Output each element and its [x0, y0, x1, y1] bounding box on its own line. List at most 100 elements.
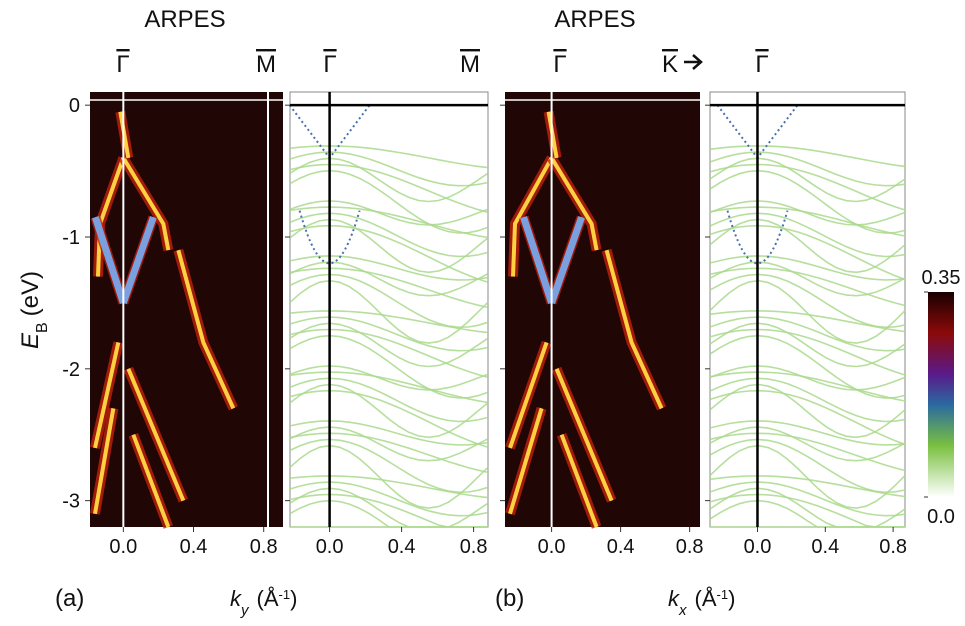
calc-band: [709, 420, 906, 446]
x-label-sub: y: [240, 602, 250, 619]
calc-band: [289, 420, 489, 446]
calc-band: [289, 487, 489, 528]
band-core: [604, 249, 664, 410]
x-tick-label: 0.0: [316, 536, 344, 558]
x-label-sub: x: [678, 602, 687, 619]
calc-band: [709, 224, 906, 281]
x-label-exp: -1: [279, 587, 291, 602]
x-label-unit: (Å: [257, 586, 279, 611]
y-label-unit: (eV): [17, 271, 44, 316]
calc-band: [289, 255, 489, 281]
panel-label: (b): [495, 585, 524, 612]
calc-band: [709, 334, 906, 399]
band-core: [121, 156, 171, 251]
calc-band: [289, 383, 489, 439]
calc-band: [289, 481, 489, 517]
calc-band: [709, 371, 906, 402]
x-tick-label: 0.4: [388, 536, 416, 558]
calc-band: [289, 279, 489, 344]
calc-band: [709, 267, 906, 307]
x-tick-label: 0.0: [744, 536, 772, 558]
calc-band: [289, 438, 489, 494]
calc-band: [709, 328, 906, 376]
calc-band: [709, 206, 906, 237]
colorbar-label: 0.0: [927, 506, 955, 528]
x-tick-label: 0.8: [676, 536, 704, 558]
calc-band: [289, 169, 489, 234]
calc-band: [709, 255, 906, 281]
calc-band: [709, 316, 906, 352]
calc-band: [289, 145, 489, 169]
calc-band: [289, 310, 489, 334]
band-core: [508, 407, 544, 515]
calc-band: [709, 426, 906, 462]
calc-band: [709, 444, 906, 509]
calc-band: [709, 383, 906, 439]
panel-title: ARPES: [554, 6, 635, 33]
symmetry-point: M: [256, 51, 276, 78]
x-label-close: ): [728, 586, 735, 611]
calc-band: [289, 328, 489, 379]
calc-band: [289, 157, 489, 203]
x-label-exp: -1: [717, 587, 729, 602]
calc-band: [289, 371, 489, 404]
calc-band: [709, 310, 906, 333]
calc-band: [709, 145, 906, 168]
band-core: [511, 156, 554, 277]
y-tick-label: -2: [62, 359, 80, 381]
x-label-unit: (Å: [695, 586, 717, 611]
calc-band: [289, 322, 489, 368]
calc-band: [709, 218, 906, 274]
direction-arrow: [684, 54, 703, 70]
x-tick-label: 0.4: [811, 536, 839, 558]
calc-band: [289, 389, 489, 448]
colorbar-label: 0.35: [922, 267, 961, 289]
calc-band: [289, 426, 489, 462]
x-label-symbol: k: [230, 586, 242, 611]
calc-band: [289, 273, 489, 329]
panel-label: (a): [55, 585, 84, 612]
band-peak: [120, 216, 157, 305]
calc-band: [709, 151, 906, 187]
arpes-image: [505, 92, 700, 527]
calc-band: [709, 389, 906, 446]
x-tick-label: 0.0: [538, 536, 566, 558]
symmetry-point: Γ: [116, 51, 129, 78]
calc-band: [289, 261, 489, 297]
calc-band: [709, 432, 906, 472]
calc-band: [709, 163, 906, 211]
band-core: [93, 408, 116, 515]
calc-band: [289, 267, 489, 309]
x-label-close: ): [290, 586, 297, 611]
y-axis-label: EB (eV): [17, 271, 51, 349]
calc-band: [709, 377, 906, 423]
calc-band: [709, 212, 906, 258]
calc-band: [709, 261, 906, 297]
x-axis-label: kx (Å-1): [668, 586, 735, 619]
x-tick-label: 0.8: [460, 536, 488, 558]
x-tick-label: 0.0: [109, 536, 137, 558]
band-peak: [548, 216, 585, 305]
y-label-symbol: E: [17, 332, 44, 349]
x-tick-label: 0.8: [250, 536, 278, 558]
band-peak: [92, 216, 127, 304]
calc-band: [709, 279, 906, 344]
band-core: [546, 111, 559, 159]
y-tick-label: 0: [69, 95, 80, 117]
y-tick-label: -1: [62, 227, 80, 249]
theory-frame: [709, 91, 906, 528]
calc-band: [709, 365, 906, 391]
symmetry-point: Γ: [553, 51, 566, 78]
band-core: [554, 368, 614, 502]
x-tick-label: 0.4: [607, 536, 635, 558]
x-tick-label: 0.8: [879, 536, 907, 558]
calc-band: [289, 377, 489, 423]
calc-band: [289, 163, 489, 214]
x-tick-label: 0.4: [180, 536, 208, 558]
calc-band: [709, 200, 906, 226]
band-peak: [520, 216, 555, 304]
band-core: [131, 434, 171, 528]
symmetry-point: K: [662, 51, 678, 78]
calc-band: [289, 475, 489, 499]
band-core: [508, 341, 549, 449]
